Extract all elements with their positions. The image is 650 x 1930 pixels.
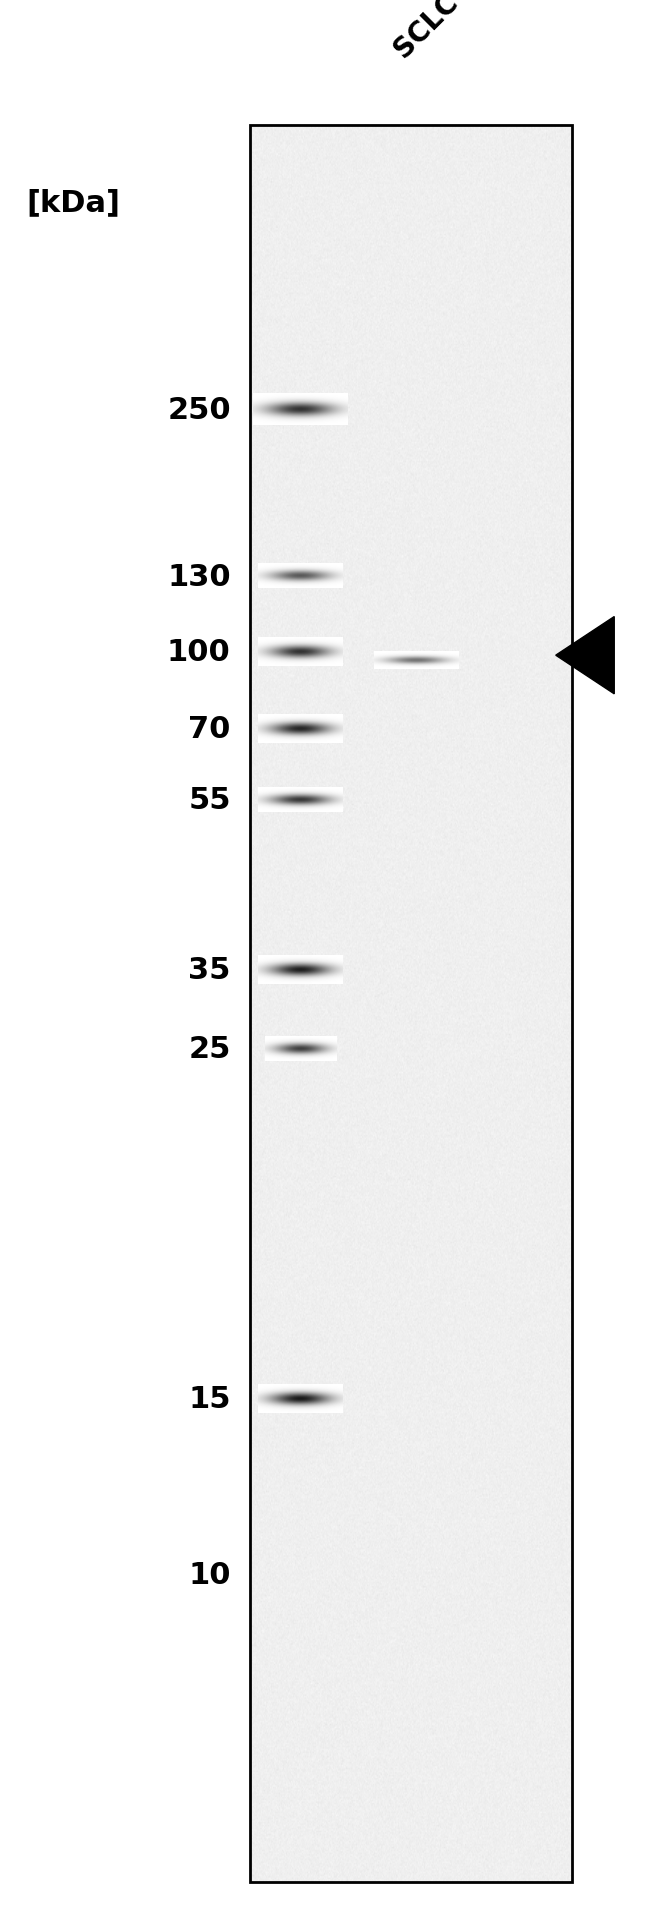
Text: 35: 35 <box>188 955 231 984</box>
Text: SCLC-21H: SCLC-21H <box>388 0 515 64</box>
Polygon shape <box>556 618 614 695</box>
Text: 250: 250 <box>167 396 231 425</box>
Text: 55: 55 <box>188 786 231 814</box>
Text: 10: 10 <box>188 1559 231 1588</box>
Text: 100: 100 <box>167 637 231 668</box>
Text: 15: 15 <box>188 1384 231 1413</box>
Text: [kDa]: [kDa] <box>26 187 120 218</box>
Text: 70: 70 <box>188 716 231 745</box>
Text: 25: 25 <box>188 1034 231 1063</box>
Text: 130: 130 <box>167 562 231 591</box>
Bar <box>250 125 572 1882</box>
